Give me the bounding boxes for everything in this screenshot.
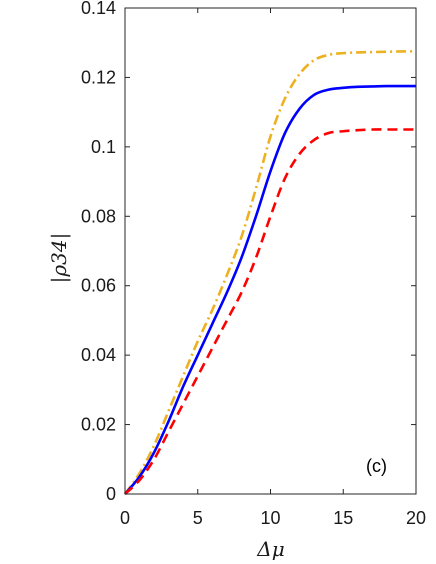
y-axis-label: |ρ34| — [47, 233, 72, 284]
series-line-3 — [124, 128, 416, 495]
x-tick-label: 15 — [333, 508, 353, 528]
y-tick-label: 0.04 — [81, 345, 116, 365]
series-line-2 — [124, 84, 416, 495]
y-tick-label: 0 — [106, 484, 116, 504]
ticks-layer: 0 5 10 15 20 0 0.02 0.04 0.06 0.08 0.1 0.12 0.14 — [81, 0, 426, 528]
y-tick-label: 0.1 — [91, 137, 116, 157]
x-tick-label: 5 — [193, 508, 203, 528]
series-line-1 — [123, 50, 417, 495]
y-tick-label: 0.14 — [81, 0, 116, 18]
y-tick-label: 0.12 — [81, 67, 116, 87]
x-axis-label: Δμ — [256, 537, 284, 561]
series-layer — [123, 50, 417, 495]
panel-annotation: (c) — [366, 456, 387, 476]
y-tick-label: 0.02 — [81, 415, 116, 435]
x-tick-label: 0 — [120, 508, 130, 528]
y-tick-label: 0.08 — [81, 206, 116, 226]
y-tick-label: 0.06 — [81, 276, 116, 296]
x-tick-label: 10 — [260, 508, 280, 528]
x-tick-label: 20 — [406, 508, 426, 528]
